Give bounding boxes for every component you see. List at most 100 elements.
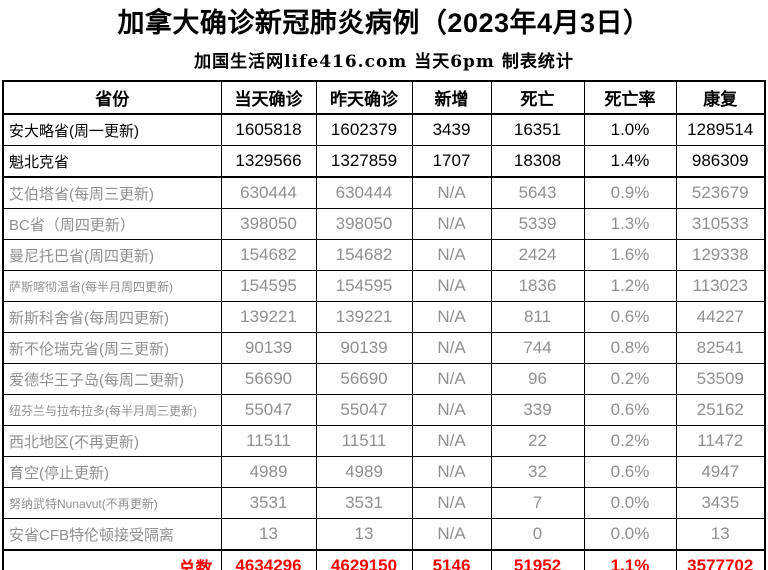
cell-recovered: 3435	[675, 487, 766, 519]
cell-new: N/A	[411, 301, 492, 333]
cell-total-deaths: 51952	[490, 549, 585, 570]
cell-deaths: 1836	[490, 270, 585, 302]
cell-deaths: 96	[490, 363, 585, 395]
cell-total-new: 5146	[411, 549, 492, 570]
cell-death-rate: 0.6%	[583, 456, 677, 488]
cell-province: 爱德华王子岛(每周二更新)	[2, 363, 222, 395]
table-row: 育空(停止更新) 4989 4989 N/A 32 0.6% 4947	[2, 456, 766, 488]
cell-new: N/A	[411, 239, 492, 271]
cell-recovered: 129338	[675, 239, 766, 271]
cell-province: 艾伯塔省(每周三更新)	[2, 176, 222, 209]
cell-new: 3439	[411, 113, 492, 146]
cell-deaths: 744	[490, 332, 585, 364]
cell-today: 154682	[220, 239, 317, 271]
cell-new: 1707	[411, 145, 492, 178]
cell-province: 育空(停止更新)	[2, 456, 222, 488]
col-header-new-cases: 新增	[411, 80, 492, 115]
cell-new: N/A	[411, 208, 492, 240]
cell-province: 萨斯喀彻温省(每半月周四更新)	[2, 270, 222, 302]
cell-province: 西北地区(不再更新)	[2, 425, 222, 457]
cell-recovered: 82541	[675, 332, 766, 364]
cell-province: 魁北克省	[2, 145, 222, 178]
cell-recovered: 44227	[675, 301, 766, 333]
cell-new: N/A	[411, 487, 492, 519]
cell-total-recovered: 3577702	[675, 549, 766, 570]
cell-yesterday: 90139	[315, 332, 413, 364]
cell-today: 139221	[220, 301, 317, 333]
cell-deaths: 811	[490, 301, 585, 333]
cell-recovered: 13	[675, 518, 766, 551]
cell-today: 55047	[220, 394, 317, 426]
cell-today: 3531	[220, 487, 317, 519]
col-header-deaths: 死亡	[490, 80, 585, 115]
cell-province: 努纳武特Nunavut(不再更新)	[2, 487, 222, 519]
cell-yesterday: 4989	[315, 456, 413, 488]
table-row: 新不伦瑞克省(周三更新) 90139 90139 N/A 744 0.8% 82541	[2, 332, 766, 364]
col-header-death-rate: 死亡率	[583, 80, 677, 115]
cell-today: 11511	[220, 425, 317, 457]
cell-yesterday: 630444	[315, 176, 413, 209]
col-header-province: 省份	[2, 80, 222, 115]
cell-today: 13	[220, 518, 317, 551]
cell-recovered: 53509	[675, 363, 766, 395]
cell-total-label: 总数	[2, 549, 222, 570]
cell-yesterday: 398050	[315, 208, 413, 240]
cell-deaths: 18308	[490, 145, 585, 178]
col-header-yesterday-confirmed: 昨天确诊	[315, 80, 413, 115]
cell-province: 新不伦瑞克省(周三更新)	[2, 332, 222, 364]
cell-yesterday: 154682	[315, 239, 413, 271]
table-row: 安大略省(周一更新) 1605818 1602379 3439 16351 1.0% 128…	[2, 113, 766, 146]
table-row: 西北地区(不再更新) 11511 11511 N/A 22 0.2% 11472	[2, 425, 766, 457]
page-title: 加拿大确诊新冠肺炎病例（2023年4月3日）	[117, 8, 651, 38]
cell-recovered: 986309	[675, 145, 766, 178]
cell-new: N/A	[411, 270, 492, 302]
cell-today: 56690	[220, 363, 317, 395]
cell-deaths: 2424	[490, 239, 585, 271]
page-subtitle: 加国生活网life416.com 当天6pm 制表统计	[194, 52, 574, 72]
cell-death-rate: 1.6%	[583, 239, 677, 271]
cell-yesterday: 1327859	[315, 145, 413, 178]
table-row: 努纳武特Nunavut(不再更新) 3531 3531 N/A 7 0.0% 3435	[2, 487, 766, 519]
table-row: 安省CFB特伦顿接受隔离 13 13 N/A 0 0.0% 13	[2, 518, 766, 551]
cell-new: N/A	[411, 363, 492, 395]
cell-today: 154595	[220, 270, 317, 302]
cell-total-yesterday: 4629150	[315, 549, 413, 570]
cell-today: 1329566	[220, 145, 317, 178]
cell-total-death-rate: 1.1%	[583, 549, 677, 570]
cell-deaths: 22	[490, 425, 585, 457]
cell-yesterday: 55047	[315, 394, 413, 426]
cell-new: N/A	[411, 518, 492, 551]
cell-today: 398050	[220, 208, 317, 240]
cell-yesterday: 13	[315, 518, 413, 551]
cell-death-rate: 0.0%	[583, 487, 677, 519]
cell-new: N/A	[411, 332, 492, 364]
cell-recovered: 1289514	[675, 113, 766, 146]
cell-recovered: 310533	[675, 208, 766, 240]
cell-yesterday: 1602379	[315, 113, 413, 146]
cell-death-rate: 0.0%	[583, 518, 677, 551]
cell-province: BC省（周四更新）	[2, 208, 222, 240]
table-row: BC省（周四更新） 398050 398050 N/A 5339 1.3% 310533	[2, 208, 766, 240]
cell-new: N/A	[411, 176, 492, 209]
cell-death-rate: 1.2%	[583, 270, 677, 302]
table-row: 艾伯塔省(每周三更新) 630444 630444 N/A 5643 0.9% 523679	[2, 176, 766, 209]
cell-deaths: 339	[490, 394, 585, 426]
cell-deaths: 5643	[490, 176, 585, 209]
cell-today: 90139	[220, 332, 317, 364]
cell-death-rate: 0.2%	[583, 363, 677, 395]
cell-death-rate: 1.3%	[583, 208, 677, 240]
cell-death-rate: 1.4%	[583, 145, 677, 178]
cell-today: 4989	[220, 456, 317, 488]
cell-yesterday: 139221	[315, 301, 413, 333]
cell-deaths: 16351	[490, 113, 585, 146]
table-row: 纽芬兰与拉布拉多(每半月周三更新) 55047 55047 N/A 339 0.6% 251…	[2, 394, 766, 426]
cell-today: 630444	[220, 176, 317, 209]
col-header-recovered: 康复	[675, 80, 766, 115]
cell-death-rate: 0.2%	[583, 425, 677, 457]
cell-recovered: 4947	[675, 456, 766, 488]
cell-yesterday: 154595	[315, 270, 413, 302]
cell-death-rate: 1.0%	[583, 113, 677, 146]
table-row: 萨斯喀彻温省(每半月周四更新) 154595 154595 N/A 1836 1.2% 11…	[2, 270, 766, 302]
header-row: 省份 当天确诊 昨天确诊 新增 死亡 死亡率 康复	[2, 80, 766, 115]
cell-new: N/A	[411, 394, 492, 426]
